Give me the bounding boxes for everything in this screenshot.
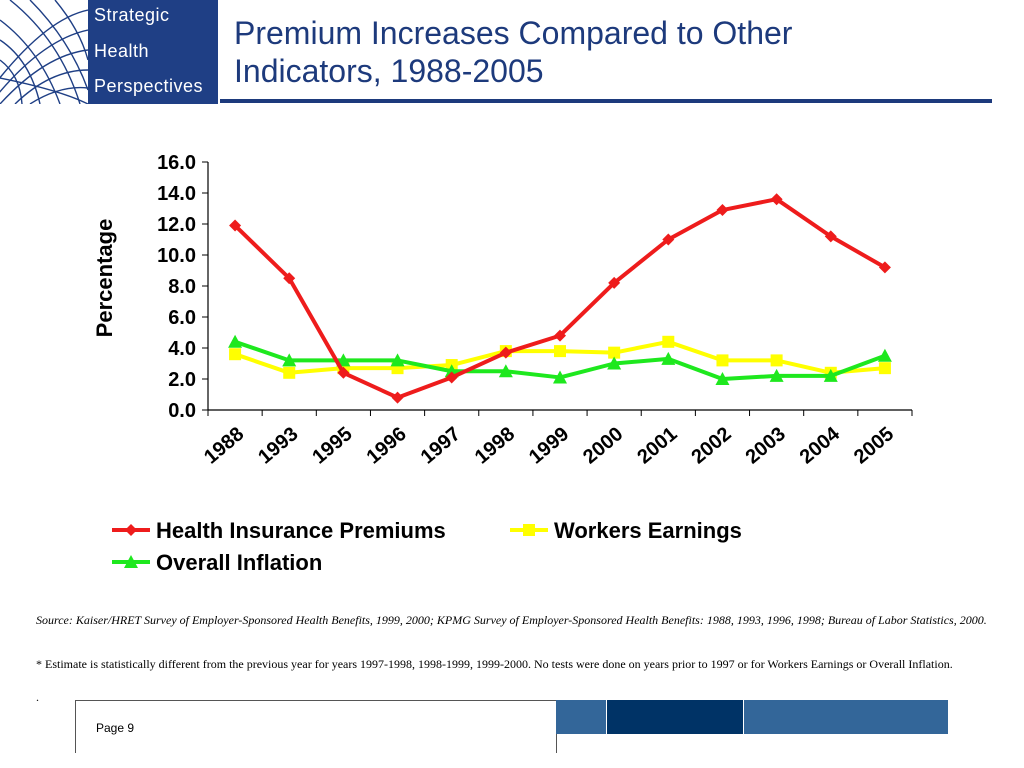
data-point (608, 276, 621, 289)
data-point (770, 354, 783, 367)
footer-box (75, 700, 557, 753)
source-note: Source: Kaiser/HRET Survey of Employer-S… (36, 613, 987, 627)
data-point (769, 368, 784, 382)
legend-marker (124, 555, 138, 568)
data-point (716, 354, 729, 367)
data-point (228, 334, 243, 348)
legend-label: Workers Earnings (554, 518, 742, 543)
data-point (390, 353, 405, 367)
data-point (283, 272, 296, 285)
data-point (554, 329, 566, 342)
x-tick-label: 1996 (363, 423, 411, 468)
y-axis: 0.0 2.0 4.0 6.0 8.0 10.0 12.0 14.0 16.0 (157, 152, 209, 422)
data-point (229, 348, 242, 361)
data-point (498, 364, 513, 378)
y-tick-label: 16.0 (157, 152, 196, 174)
footer-bar-3 (744, 700, 948, 734)
x-tick-label: 1995 (308, 423, 356, 468)
footnote: * Estimate is statistically different fr… (36, 657, 953, 671)
y-tick-label: 10.0 (157, 245, 196, 267)
slide-title-line-2: Indicators, 1988-2005 (234, 53, 544, 89)
x-tick-label: 1993 (254, 423, 302, 468)
data-point (824, 230, 837, 243)
data-point (878, 261, 891, 274)
data-point (229, 219, 242, 232)
legend-label: Health Insurance Premiums (156, 518, 446, 543)
footer-bar-1 (556, 700, 606, 734)
x-tick-label: 2005 (850, 423, 898, 468)
legend-item: Overall Inflation (112, 550, 322, 575)
legend-marker (523, 524, 535, 536)
x-tick-label: 1988 (200, 423, 248, 468)
data-point (661, 351, 676, 365)
x-tick-label: 2002 (687, 423, 735, 468)
y-tick-label: 6.0 (168, 307, 196, 329)
data-point (337, 366, 350, 379)
x-tick-label: 2000 (579, 423, 627, 468)
company-logo: Strategic Health Perspectives (0, 0, 220, 104)
footer-bar-2 (607, 700, 743, 734)
data-point (662, 335, 675, 348)
y-tick-label: 4.0 (168, 338, 196, 360)
line-chart: 0.0 2.0 4.0 6.0 8.0 10.0 12.0 14.0 16.0 1988 1993… (92, 152, 913, 575)
y-tick-label: 0.0 (168, 400, 196, 422)
x-tick-label: 2001 (633, 423, 681, 468)
footnote-dot: . (36, 690, 39, 704)
y-axis-label: Percentage (92, 219, 117, 338)
data-point (607, 356, 622, 370)
data-point (608, 346, 621, 359)
series-health-insurance-premiums (229, 193, 891, 404)
page-number: Page 9 (96, 721, 135, 735)
data-point (282, 353, 297, 367)
data-point (715, 372, 730, 385)
data-point (662, 233, 675, 246)
slide-title-line-1: Premium Increases Compared to Other (234, 15, 793, 51)
logo-line-3: Perspectives (94, 76, 204, 96)
legend-item: Health Insurance Premiums (112, 518, 446, 543)
data-point (283, 366, 296, 379)
y-tick-label: 2.0 (168, 369, 196, 391)
x-tick-label: 1998 (471, 423, 519, 468)
data-point (716, 204, 729, 217)
plot-area (228, 193, 892, 404)
data-point (391, 391, 404, 404)
data-point (770, 193, 783, 206)
legend-marker (125, 524, 137, 536)
y-tick-label: 14.0 (157, 183, 196, 205)
data-point (553, 370, 567, 384)
x-tick-label: 1997 (417, 423, 465, 468)
globe-icon (0, 0, 88, 104)
x-tick-label: 2004 (796, 422, 845, 468)
data-point (878, 362, 891, 375)
series-overall-inflation (228, 334, 892, 385)
slide-title: Premium Increases Compared to Other Indi… (234, 14, 994, 90)
title-divider (220, 99, 992, 103)
y-tick-label: 12.0 (157, 214, 196, 236)
data-point (554, 345, 566, 358)
data-point (823, 368, 838, 382)
data-point (877, 348, 892, 362)
logo-panel: Strategic Health Perspectives (88, 0, 218, 104)
legend-item: Workers Earnings (510, 518, 742, 543)
data-point (499, 346, 512, 359)
legend-label: Overall Inflation (156, 550, 322, 575)
x-tick-label: 2003 (742, 423, 790, 468)
x-tick-label: 1999 (525, 423, 573, 468)
y-tick-label: 8.0 (168, 276, 196, 298)
data-point (445, 371, 458, 384)
x-axis: 1988 1993 1995 1996 1997 1998 1999 2000 2001 2002… (200, 409, 913, 468)
logo-line-1: Strategic (94, 5, 170, 25)
logo-line-2: Health (94, 41, 150, 61)
chart-legend: Health Insurance Premiums Workers Earning… (112, 518, 742, 575)
